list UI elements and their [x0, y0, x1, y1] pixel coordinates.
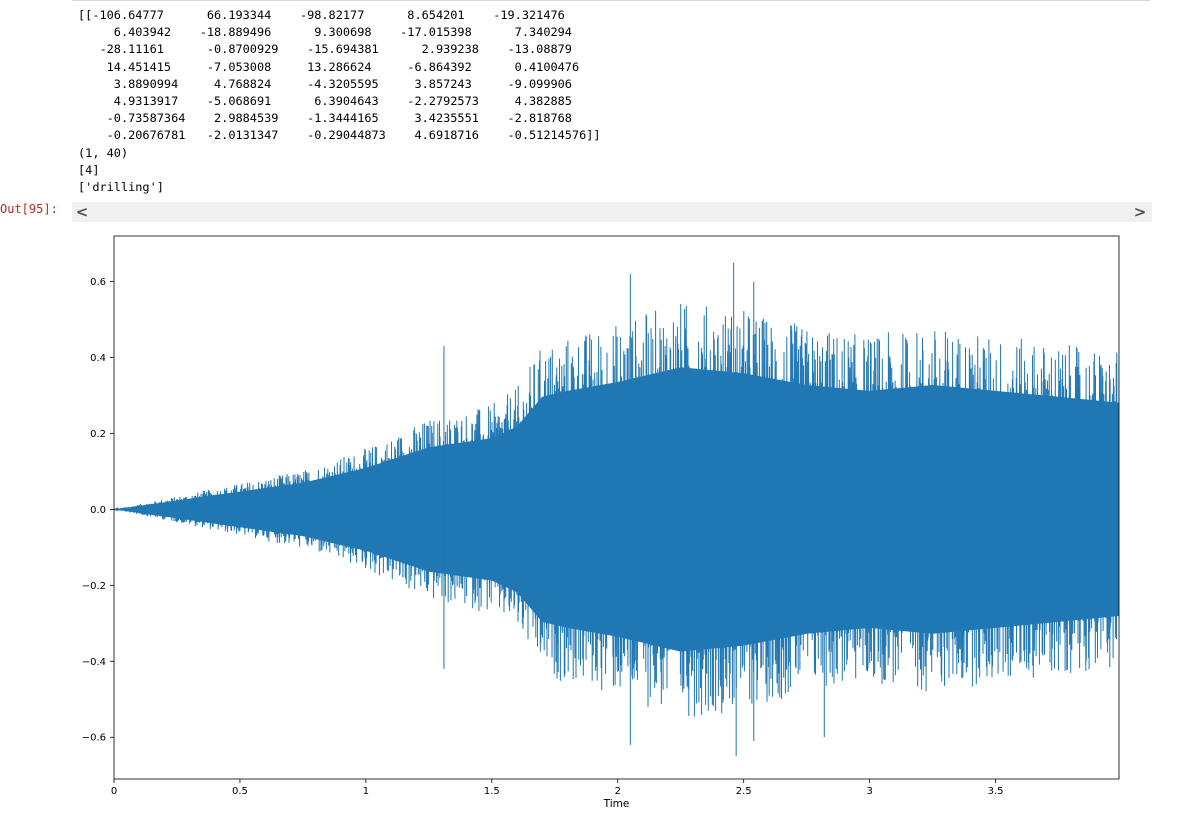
output-line: -28.11161 -0.8700929 -15.694381 2.939238… — [99, 42, 572, 57]
output-line: ['drilling'] — [78, 180, 164, 195]
y-tick-label: −0.6 — [82, 733, 106, 744]
output-line: 6.403942 -18.889496 9.300698 -17.015398 … — [113, 25, 572, 40]
cell-output-text: [[-106.64777 66.193344 -98.82177 8.65420… — [78, 7, 601, 196]
output-line: 14.451415 -7.053008 13.286624 -6.864392 … — [106, 59, 580, 74]
x-tick-label: 0 — [111, 786, 117, 797]
chevron-right-icon[interactable]: > — [1133, 203, 1147, 221]
x-tick-label: 2 — [615, 786, 621, 797]
output-line: [[-106.64777 66.193344 -98.82177 8.65420… — [78, 8, 565, 22]
output-line: -0.20676781 -2.0131347 -0.29044873 4.691… — [106, 128, 601, 143]
output-line: 3.8890994 4.768824 -4.3205595 3.857243 -… — [113, 76, 572, 91]
x-tick-label: 3 — [866, 786, 872, 797]
y-tick-label: 0.4 — [90, 353, 106, 364]
y-tick-label: −0.4 — [82, 657, 106, 668]
output-line: (1, 40) — [78, 145, 129, 160]
y-tick-label: −0.2 — [82, 581, 106, 592]
x-tick-label: 0.5 — [232, 786, 248, 797]
y-tick-label: 0.0 — [90, 505, 106, 516]
out-prompt: Out[95]: — [0, 202, 58, 216]
x-axis-label: Time — [603, 798, 630, 810]
y-tick-label: 0.6 — [90, 277, 106, 288]
output-line: [4] — [78, 162, 100, 177]
chevron-left-icon[interactable]: < — [75, 203, 89, 221]
output-line: -0.73587364 2.9884539 -1.3444165 3.42355… — [106, 111, 572, 126]
horizontal-scrollbar[interactable]: < > — [72, 202, 1152, 222]
output-line: 4.9313917 -5.068691 6.3904643 -2.2792573… — [113, 94, 572, 109]
cell-divider — [72, 0, 1150, 1]
plot-frame — [113, 235, 1120, 780]
waveform-plot: 0 0.5 1 1.5 2 2.5 3 3.5 −0.6 −0.4 −0.2 0.0 0.2 0.4 0.6… — [82, 235, 1120, 810]
x-tick-label: 3.5 — [988, 786, 1004, 797]
y-tick-label: 0.2 — [90, 429, 106, 440]
x-tick-label: 2.5 — [736, 786, 752, 797]
x-tick-label: 1.5 — [484, 786, 500, 797]
waveform-core-band — [114, 367, 1119, 652]
x-tick-label: 1 — [363, 786, 369, 797]
waveform-chart: 0 0.5 1 1.5 2 2.5 3 3.5 −0.6 −0.4 −0.2 0.0 0.2 0.4 0.6… — [0, 226, 1187, 820]
